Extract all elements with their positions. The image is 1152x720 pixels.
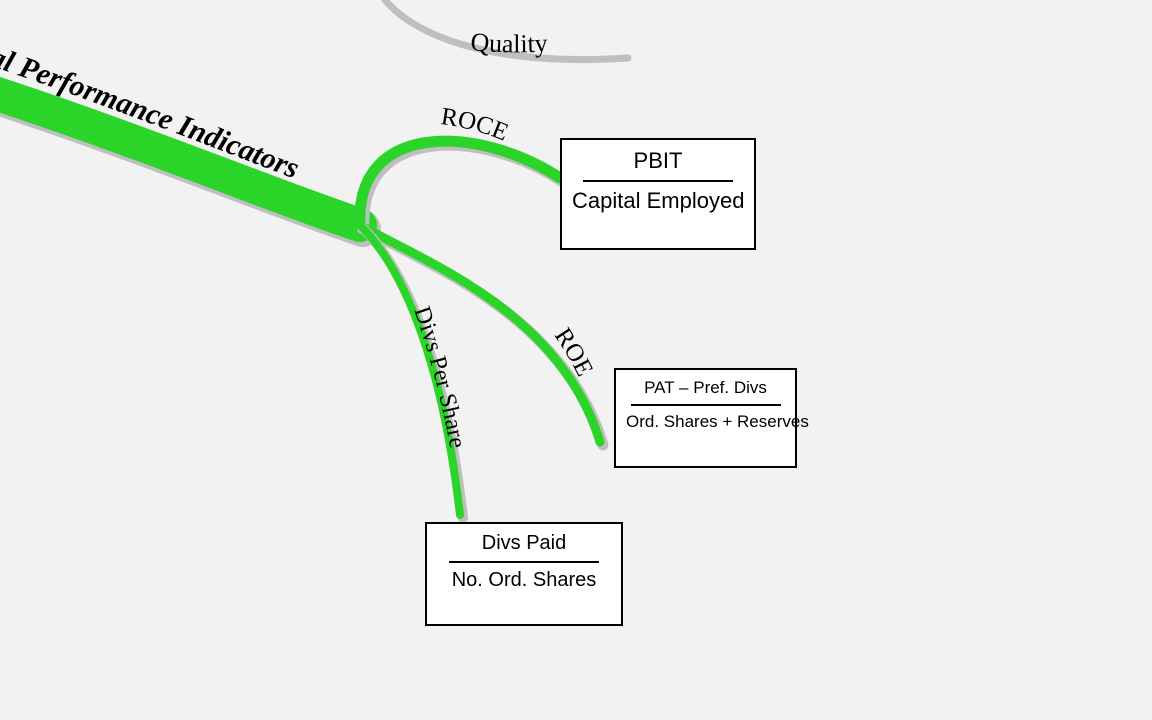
formula-box-roe: PAT – Pref. Divs Ord. Shares + Reserves <box>614 368 797 468</box>
branch-main-label: ial Performance Indicators <box>0 37 304 185</box>
branch-roe: ROE <box>360 225 603 445</box>
branch-roe-label: ROE <box>549 323 598 380</box>
branch-dps-label: Divs Per Share <box>408 303 470 450</box>
formula-divider <box>449 561 599 563</box>
mindmap-canvas: Quality ial Performance Indicators ROCE … <box>0 0 1152 720</box>
branch-roce-label: ROCE <box>439 103 512 146</box>
formula-denominator: No. Ord. Shares <box>437 569 611 592</box>
branch-quality-label: Quality <box>470 27 549 58</box>
formula-box-dps: Divs Paid No. Ord. Shares <box>425 522 623 626</box>
formula-divider <box>631 404 781 406</box>
branch-quality: Quality <box>378 0 628 60</box>
branch-roce: ROCE <box>360 103 563 228</box>
formula-numerator: PAT – Pref. Divs <box>626 378 785 398</box>
formula-divider <box>583 180 733 182</box>
formula-denominator: Ord. Shares + Reserves <box>626 412 785 432</box>
formula-numerator: PBIT <box>572 148 744 174</box>
formula-box-roce: PBIT Capital Employed <box>560 138 756 250</box>
branch-main: ial Performance Indicators <box>0 37 363 229</box>
branch-dps: Divs Per Share <box>360 225 470 518</box>
formula-denominator: Capital Employed <box>572 188 744 214</box>
formula-numerator: Divs Paid <box>437 532 611 555</box>
